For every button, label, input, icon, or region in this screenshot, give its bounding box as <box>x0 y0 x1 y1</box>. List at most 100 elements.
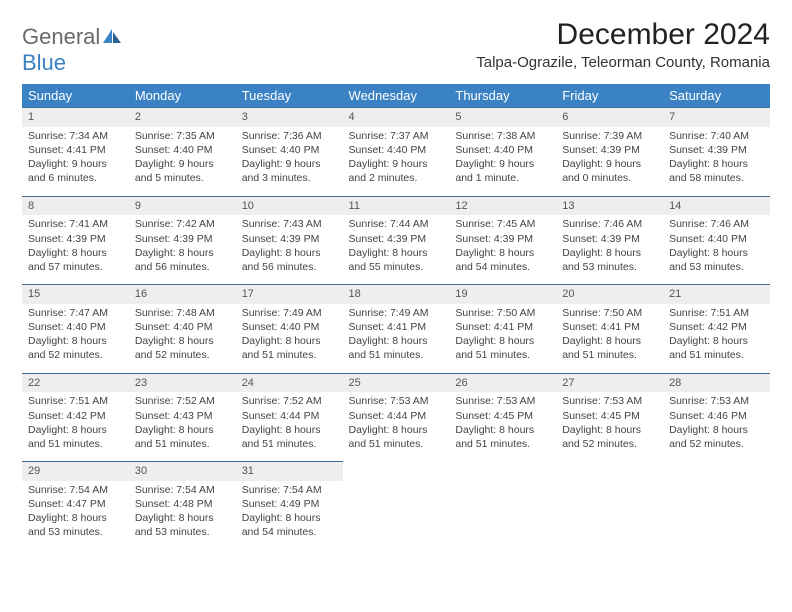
day-number-cell: 1 <box>22 108 129 127</box>
sunset-text: Sunset: 4:39 PM <box>669 144 747 156</box>
day-info-row: Sunrise: 7:47 AMSunset: 4:40 PMDaylight:… <box>22 304 770 373</box>
sunrise-text: Sunrise: 7:41 AM <box>28 218 108 230</box>
sunset-text: Sunset: 4:46 PM <box>669 410 747 422</box>
day-info-cell: Sunrise: 7:42 AMSunset: 4:39 PMDaylight:… <box>129 215 236 284</box>
sunset-text: Sunset: 4:40 PM <box>455 144 533 156</box>
day-info-cell: Sunrise: 7:51 AM Sunset: 4:42 PM Daylight:… <box>22 392 129 461</box>
sunset-text: Sunset: 4:43 PM <box>135 410 213 422</box>
day-number-cell: 5 <box>449 108 556 127</box>
day-number-cell: 26 <box>449 373 556 392</box>
day-info-cell: Sunrise: 7:44 AMSunset: 4:39 PMDaylight:… <box>343 215 450 284</box>
day-number-cell: 19 <box>449 285 556 304</box>
daylight-text: Daylight: 9 hours and 2 minutes. <box>349 158 428 184</box>
day-info-cell: Sunrise: 7:49 AMSunset: 4:41 PMDaylight:… <box>343 304 450 373</box>
calendar-table: Sunday Monday Tuesday Wednesday Thursday… <box>22 84 770 550</box>
day-info-cell: Sunrise: 7:41 AMSunset: 4:39 PMDaylight:… <box>22 215 129 284</box>
day-number-cell: 12 <box>449 196 556 215</box>
day-info-cell: Sunrise: 7:37 AMSunset: 4:40 PMDaylight:… <box>343 127 450 196</box>
daylight-text: Daylight: 8 hours and 52 minutes. <box>562 424 641 450</box>
sunrise-text: Sunrise: 7:51 AM <box>28 395 108 407</box>
day-number-row: 1234567 <box>22 108 770 127</box>
sunrise-text: Sunrise: 7:49 AM <box>242 307 322 319</box>
day-info-cell <box>449 481 556 550</box>
sunrise-text: Sunrise: 7:49 AM <box>349 307 429 319</box>
sunset-text: Sunset: 4:40 PM <box>242 144 320 156</box>
day-number-cell <box>663 462 770 481</box>
day-info-cell: Sunrise: 7:39 AMSunset: 4:39 PMDaylight:… <box>556 127 663 196</box>
sunrise-text: Sunrise: 7:40 AM <box>669 130 749 142</box>
day-info-cell: Sunrise: 7:54 AMSunset: 4:47 PMDaylight:… <box>22 481 129 550</box>
day-info-row: Sunrise: 7:41 AM Sunset: 4:39 PM Daylight:… <box>22 215 770 284</box>
daylight-text: Daylight: 8 hours and 56 minutes. <box>135 247 214 273</box>
daylight-text: Daylight: 8 hours and 51 minutes. <box>242 424 321 450</box>
day-number-cell: 27 <box>556 373 663 392</box>
day-info-cell: Sunrise: 7:48 AM Sunset: 4:40 PM Daylight:… <box>129 304 236 373</box>
sunrise-text: Sunrise: 7:34 AM <box>28 130 108 142</box>
sunset-text: Sunset: 4:42 PM <box>28 410 106 422</box>
daylight-text: Daylight: 8 hours and 51 minutes. <box>28 424 107 450</box>
weekday-header: Tuesday <box>236 84 343 108</box>
sunrise-text: Sunrise: 7:50 AM <box>562 307 642 319</box>
sunset-text: Sunset: 4:48 PM <box>135 498 213 510</box>
sunrise-text: Sunrise: 7:37 AM <box>349 130 429 142</box>
sunset-text: Sunset: 4:41 PM <box>28 144 106 156</box>
day-info-row: Sunrise: 7:51 AM Sunset: 4:42 PM Daylight:… <box>22 392 770 461</box>
sunset-text: Sunset: 4:44 PM <box>242 410 320 422</box>
sunrise-text: Sunrise: 7:48 AM <box>135 307 215 319</box>
weekday-header: Friday <box>556 84 663 108</box>
day-info-row: Sunrise: 7:54 AM Sunset: 4:47 PM Daylight:… <box>22 481 770 550</box>
daylight-text: Daylight: 8 hours and 53 minutes. <box>135 512 214 538</box>
sunset-text: Sunset: 4:41 PM <box>455 321 533 333</box>
day-number-cell: 15 <box>22 285 129 304</box>
sunset-text: Sunset: 4:39 PM <box>242 233 320 245</box>
day-info-cell: Sunrise: 7:36 AMSunset: 4:40 PMDaylight:… <box>236 127 343 196</box>
day-number-cell: 14 <box>663 196 770 215</box>
daylight-text: Daylight: 8 hours and 51 minutes. <box>349 424 428 450</box>
sunrise-text: Sunrise: 7:53 AM <box>349 395 429 407</box>
sunrise-text: Sunrise: 7:53 AM <box>669 395 749 407</box>
day-number-cell: 3 <box>236 108 343 127</box>
sunset-text: Sunset: 4:40 PM <box>242 321 320 333</box>
day-number-cell: 24 <box>236 373 343 392</box>
day-info-cell: Sunrise: 7:54 AMSunset: 4:48 PMDaylight:… <box>129 481 236 550</box>
month-title: December 2024 <box>476 18 770 52</box>
day-info-cell: Sunrise: 7:40 AMSunset: 4:39 PMDaylight:… <box>663 127 770 196</box>
sunrise-text: Sunrise: 7:42 AM <box>135 218 215 230</box>
day-info-cell <box>663 481 770 550</box>
day-number-cell: 2 <box>129 108 236 127</box>
sunrise-text: Sunrise: 7:54 AM <box>242 484 322 496</box>
logo: General Blue <box>22 18 122 76</box>
day-number-cell: 25 <box>343 373 450 392</box>
day-info-cell: Sunrise: 7:53 AMSunset: 4:45 PMDaylight:… <box>449 392 556 461</box>
daylight-text: Daylight: 8 hours and 53 minutes. <box>562 247 641 273</box>
daylight-text: Daylight: 9 hours and 1 minute. <box>455 158 534 184</box>
day-info-cell: Sunrise: 7:46 AMSunset: 4:40 PMDaylight:… <box>663 215 770 284</box>
daylight-text: Daylight: 8 hours and 51 minutes. <box>135 424 214 450</box>
day-number-cell: 13 <box>556 196 663 215</box>
day-info-cell: Sunrise: 7:51 AMSunset: 4:42 PMDaylight:… <box>663 304 770 373</box>
daylight-text: Daylight: 8 hours and 51 minutes. <box>349 335 428 361</box>
day-info-cell: Sunrise: 7:47 AMSunset: 4:40 PMDaylight:… <box>22 304 129 373</box>
day-number-cell: 22 <box>22 373 129 392</box>
sunset-text: Sunset: 4:44 PM <box>349 410 427 422</box>
daylight-text: Daylight: 8 hours and 52 minutes. <box>669 424 748 450</box>
sunset-text: Sunset: 4:39 PM <box>562 144 640 156</box>
sunrise-text: Sunrise: 7:43 AM <box>242 218 322 230</box>
sunrise-text: Sunrise: 7:39 AM <box>562 130 642 142</box>
day-info-cell: Sunrise: 7:50 AMSunset: 4:41 PMDaylight:… <box>556 304 663 373</box>
day-number-cell: 4 <box>343 108 450 127</box>
day-number-cell: 29 <box>22 462 129 481</box>
day-number-cell: 21 <box>663 285 770 304</box>
sunset-text: Sunset: 4:42 PM <box>669 321 747 333</box>
sunrise-text: Sunrise: 7:46 AM <box>669 218 749 230</box>
page-header: General Blue December 2024 Talpa-Ograzil… <box>22 18 770 76</box>
day-number-cell: 18 <box>343 285 450 304</box>
daylight-text: Daylight: 8 hours and 52 minutes. <box>135 335 214 361</box>
sunset-text: Sunset: 4:40 PM <box>135 321 213 333</box>
sunrise-text: Sunrise: 7:36 AM <box>242 130 322 142</box>
sunset-text: Sunset: 4:39 PM <box>455 233 533 245</box>
day-number-cell: 11 <box>343 196 450 215</box>
daylight-text: Daylight: 8 hours and 53 minutes. <box>28 512 107 538</box>
sunrise-text: Sunrise: 7:45 AM <box>455 218 535 230</box>
sunset-text: Sunset: 4:47 PM <box>28 498 106 510</box>
